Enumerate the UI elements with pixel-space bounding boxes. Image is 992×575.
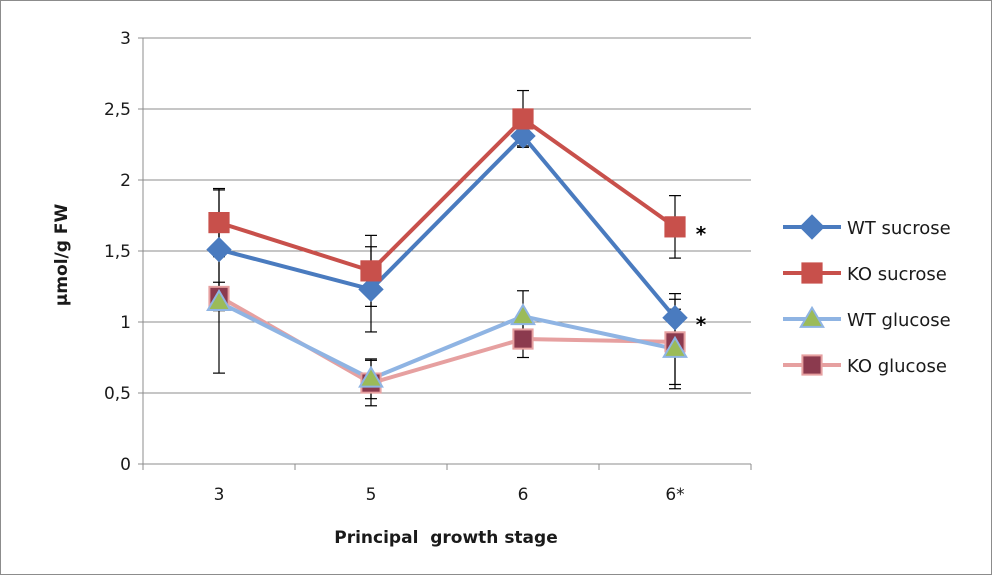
x-tick-labels: 3 5 6 6* xyxy=(214,485,685,505)
series-line xyxy=(218,294,676,386)
y-tick-labels: 0 0,5 1 1,5 2 2,5 3 xyxy=(104,29,131,475)
data-point xyxy=(801,262,823,284)
data-point xyxy=(208,212,230,234)
series-lines xyxy=(218,116,677,386)
significance-marker: * xyxy=(696,313,707,337)
legend-label: WT sucrose xyxy=(847,218,951,239)
significance-marker: * xyxy=(696,222,707,246)
x-tick-label: 6* xyxy=(665,485,684,505)
series-markers xyxy=(206,108,688,394)
legend-label: KO glucose xyxy=(847,356,947,377)
series-line xyxy=(218,300,676,381)
data-point xyxy=(799,305,825,328)
data-point xyxy=(664,216,686,238)
data-point xyxy=(510,123,536,149)
data-point xyxy=(358,276,384,303)
x-tick-label: 3 xyxy=(214,485,225,505)
y-tick-label: 3 xyxy=(120,29,131,49)
x-tick-label: 5 xyxy=(366,485,377,505)
data-point xyxy=(510,303,536,326)
data-point xyxy=(206,288,232,311)
axes xyxy=(138,37,752,470)
y-tick-label: 0 xyxy=(120,455,131,475)
data-point xyxy=(512,328,534,350)
series-line xyxy=(218,116,677,273)
series-line xyxy=(218,133,677,320)
data-point xyxy=(799,214,825,240)
x-axis-title: Principal growth stage xyxy=(334,528,557,548)
x-tick-label: 6 xyxy=(518,485,529,505)
error-bars xyxy=(213,89,681,407)
data-point xyxy=(360,260,382,282)
y-tick-label: 2,5 xyxy=(104,100,131,120)
legend-label: WT glucose xyxy=(847,310,951,331)
data-point xyxy=(206,236,232,263)
data-point xyxy=(801,354,823,376)
data-point xyxy=(662,335,688,358)
data-point xyxy=(662,305,688,331)
y-tick-label: 1,5 xyxy=(104,242,131,262)
y-tick-label: 1 xyxy=(120,313,131,333)
y-tick-label: 0,5 xyxy=(104,384,131,404)
y-tick-label: 2 xyxy=(120,171,131,191)
gridlines xyxy=(143,37,751,394)
legend-label: KO sucrose xyxy=(847,264,947,285)
y-axis-title: µmol/g FW xyxy=(52,204,72,307)
data-point xyxy=(512,108,534,130)
annotations: ** xyxy=(696,222,707,337)
legend: WT sucrose KO sucrose WT glucose KO glucose xyxy=(783,214,951,377)
data-point xyxy=(358,365,384,388)
